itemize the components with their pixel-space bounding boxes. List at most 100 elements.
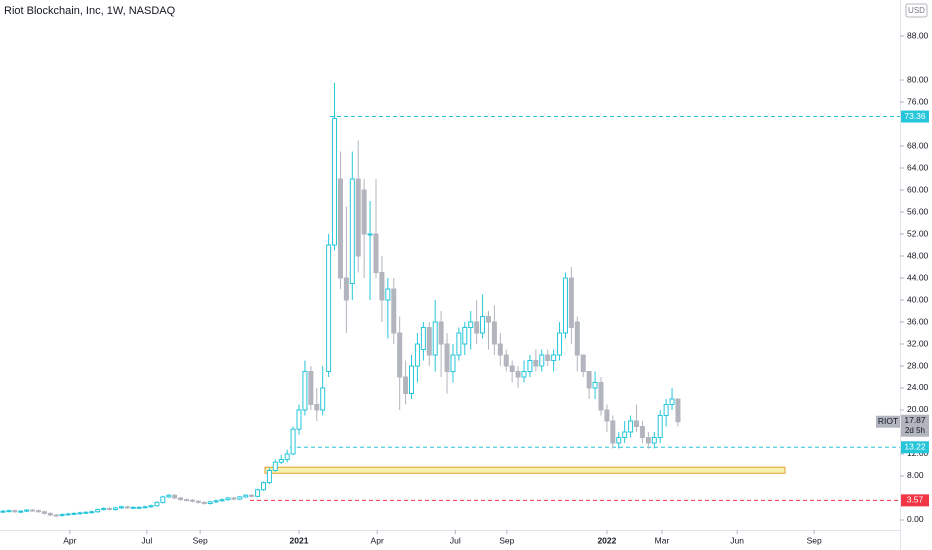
level-tag: [901, 110, 929, 123]
candle-body: [184, 499, 190, 502]
candle-body: [107, 507, 113, 511]
candle-body: [527, 360, 533, 373]
candle-body: [95, 509, 101, 513]
y-tick-label: 68.00: [907, 140, 929, 150]
candle-body: [379, 272, 385, 301]
candle-body: [444, 343, 450, 373]
candle-body: [12, 510, 18, 513]
candle-body: [243, 494, 249, 498]
candle-body: [426, 327, 432, 356]
currency[interactable]: USD: [908, 6, 925, 15]
candle-body: [367, 233, 373, 236]
chart-title: Riot Blockchain, Inc, 1W, NASDAQ: [4, 5, 176, 17]
candle-body: [604, 409, 610, 422]
candle-body: [118, 506, 124, 509]
candle-body: [148, 505, 154, 508]
y-tick-label: 20.00: [907, 404, 929, 414]
symbol-label: RIOT: [878, 416, 898, 426]
y-tick-label: 28.00: [907, 360, 929, 370]
x-tick-label: Apr: [63, 535, 76, 545]
candle-body: [302, 371, 308, 411]
candle-body: [462, 327, 468, 345]
candle-body: [414, 343, 420, 367]
level-label: 3.57: [907, 495, 924, 505]
candle-body: [53, 514, 59, 517]
candle-body: [645, 436, 651, 444]
candle-body: [628, 420, 634, 433]
candle-body: [77, 512, 83, 515]
candle-body: [432, 321, 438, 356]
candle-body: [533, 360, 539, 367]
candle-body: [355, 178, 361, 257]
candle-body: [480, 316, 486, 334]
candle-body: [272, 461, 278, 471]
candle-body: [420, 327, 426, 351]
candle-body: [314, 403, 320, 411]
y-tick-label: 76.00: [907, 96, 929, 106]
candle-body: [284, 453, 290, 460]
candle-body: [207, 501, 213, 504]
candle-body: [201, 501, 207, 504]
candle-body: [266, 469, 272, 484]
x-tick-label: Sep: [499, 535, 514, 545]
candle-body: [349, 178, 355, 285]
candle-body: [669, 398, 675, 405]
x-tick-label: Jul: [141, 535, 152, 545]
candle-body: [178, 497, 184, 501]
y-tick-label: 80.00: [907, 74, 929, 84]
candle-body: [231, 497, 237, 500]
candle-body: [474, 321, 480, 334]
candle-body: [586, 371, 592, 389]
candle-body: [616, 436, 622, 444]
candle-body: [278, 458, 284, 463]
level-label: 13.22: [904, 442, 926, 452]
candle-body: [47, 512, 53, 516]
y-tick-label: 60.00: [907, 184, 929, 194]
candle-body: [130, 506, 136, 509]
candle-body: [35, 510, 41, 513]
y-tick-label: 56.00: [907, 206, 929, 216]
candle-body: [343, 277, 349, 301]
y-tick-label: 64.00: [907, 162, 929, 172]
y-tick-label: 0.00: [907, 514, 924, 524]
candle-body: [320, 387, 326, 411]
candle-body: [657, 414, 663, 438]
candle-body: [562, 277, 568, 334]
candle-body: [195, 500, 201, 503]
candle-body: [255, 489, 261, 497]
candle-body: [308, 371, 314, 405]
candle-body: [154, 501, 160, 507]
candle-body: [213, 500, 219, 503]
candle-body: [89, 511, 95, 514]
candle-body: [172, 494, 178, 499]
currency-box[interactable]: [905, 3, 928, 18]
candle-body: [225, 497, 231, 501]
candle-body: [142, 506, 148, 509]
candle-body: [6, 510, 12, 513]
x-tick-label: Jun: [730, 535, 744, 545]
candle-body: [71, 512, 77, 515]
candle-body: [160, 496, 166, 503]
countdown-label: 2d 5h: [905, 426, 925, 435]
candle-body: [622, 431, 628, 438]
candle-body: [515, 371, 521, 378]
candle-body: [0, 510, 6, 513]
y-tick-label: 40.00: [907, 294, 929, 304]
y-tick-label: 52.00: [907, 228, 929, 238]
candle-body: [391, 288, 397, 334]
candle-body: [124, 506, 130, 509]
x-tick-label: 2021: [290, 535, 309, 545]
candle-body: [675, 398, 681, 423]
candle-body: [189, 499, 195, 502]
y-tick-label: 24.00: [907, 382, 929, 392]
candle-body: [219, 499, 225, 502]
candle-body: [290, 428, 296, 455]
candle-body: [59, 513, 65, 517]
candle-body: [385, 288, 391, 301]
y-tick-label: 8.00: [907, 470, 924, 480]
candle-body: [83, 511, 89, 514]
level-tag: [901, 441, 929, 454]
candle-body: [456, 332, 462, 356]
price-tag: [901, 414, 929, 437]
